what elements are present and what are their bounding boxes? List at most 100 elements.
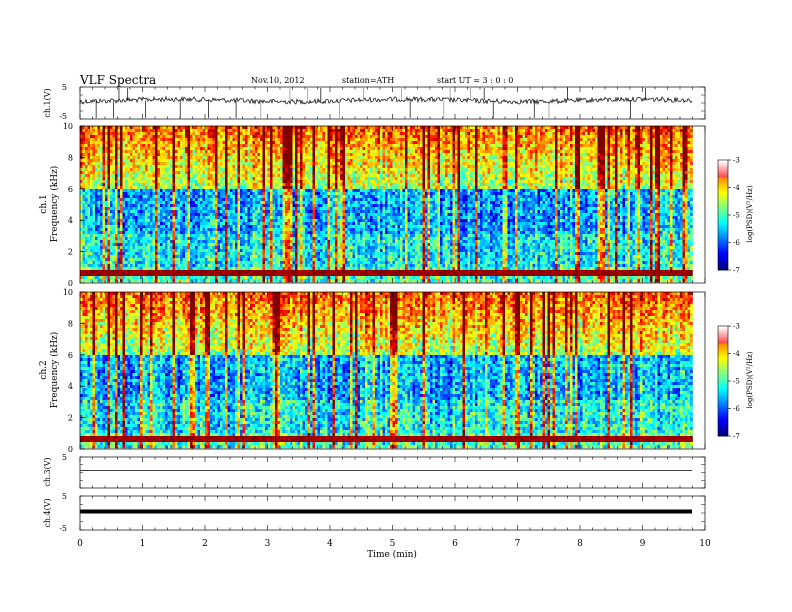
spectrogram-cell: [125, 147, 128, 150]
spectrogram-cell: [90, 192, 93, 195]
spectrogram-cell: [90, 162, 93, 165]
spectrogram-cell: [120, 210, 123, 213]
spectrogram-cell: [128, 204, 131, 207]
spectrogram-cell: [130, 216, 133, 219]
spectrogram-cell: [90, 264, 93, 267]
spectrogram-cell: [128, 201, 131, 204]
spectrogram-cell: [115, 210, 118, 213]
spectrogram-cell: [135, 216, 138, 219]
spectrogram-cell: [103, 210, 106, 213]
spectrogram-cell: [125, 252, 128, 255]
spectrogram-cell: [95, 171, 98, 174]
spectrogram-cell: [113, 264, 116, 267]
spectrogram-cell: [138, 174, 141, 177]
spectrogram-cell: [98, 267, 101, 270]
spectrogram-cell: [93, 126, 96, 129]
spectrogram-cell: [85, 180, 88, 183]
spectrogram-cell: [90, 132, 93, 135]
spectrogram-cell: [113, 159, 116, 162]
spectrogram-cell: [133, 195, 136, 198]
ch1-waveform-ylabel: ch.1(V): [43, 88, 52, 117]
spectrogram-cell: [120, 162, 123, 165]
spectrogram-cell: [98, 243, 101, 246]
spectrogram-cell: [88, 210, 91, 213]
spectrogram-cell: [85, 204, 88, 207]
spectrogram-cell: [125, 138, 128, 141]
spectrogram-cell: [135, 168, 138, 171]
spectrogram-cell: [93, 252, 96, 255]
spectrogram-cell: [93, 141, 96, 144]
spectrogram-cell: [95, 192, 98, 195]
spectrogram-cell: [95, 270, 98, 273]
spectrogram-cell: [133, 237, 136, 240]
spectrogram-cell: [113, 162, 116, 165]
spectrogram-cell: [135, 246, 138, 249]
spectrogram-cell: [125, 246, 128, 249]
spectrogram-cell: [105, 132, 108, 135]
spectrogram-cell: [130, 255, 133, 258]
spectrogram-cell: [130, 261, 133, 264]
spectrogram-cell: [115, 276, 118, 279]
spectrogram-cell: [88, 279, 91, 282]
spectrogram-cell: [98, 225, 101, 228]
spectrogram-cell: [108, 162, 111, 165]
spectrogram-cell: [115, 156, 118, 159]
spectrogram-cell: [80, 147, 83, 150]
spectrogram-cell: [110, 126, 113, 129]
spectrogram-cell: [115, 234, 118, 237]
spectrogram-cell: [135, 171, 138, 174]
spectrogram-cell: [133, 267, 136, 270]
spectrogram-cell: [113, 171, 116, 174]
spectrogram-cell: [80, 240, 83, 243]
spectrogram-cell: [93, 132, 96, 135]
spectrogram-cell: [118, 255, 121, 258]
spectrogram-cell: [110, 195, 113, 198]
spectrogram-cell: [130, 222, 133, 225]
spectrogram-cell: [105, 129, 108, 132]
spectrogram-cell: [113, 126, 116, 129]
spectrogram-cell: [105, 162, 108, 165]
spectrogram-cell: [135, 159, 138, 162]
spectrogram-cell: [103, 252, 106, 255]
spectrogram-cell: [100, 132, 103, 135]
spectrogram-cell: [123, 144, 126, 147]
spectrogram-cell: [103, 273, 106, 276]
spectrogram-cell: [103, 255, 106, 258]
spectrogram-cell: [120, 261, 123, 264]
spectrogram-cell: [108, 249, 111, 252]
spectrogram-cell: [135, 186, 138, 189]
spectrogram-cell: [135, 228, 138, 231]
spectrogram-cell: [118, 264, 121, 267]
spectrogram-cell: [125, 270, 128, 273]
spectrogram-cell: [138, 177, 141, 180]
spectrogram-cell: [85, 246, 88, 249]
spectrogram-cell: [103, 159, 106, 162]
spectrogram-cell: [133, 249, 136, 252]
spectrogram-cell: [105, 171, 108, 174]
spectrogram-cell: [88, 219, 91, 222]
spectrogram-cell: [103, 264, 106, 267]
spectrogram-cell: [115, 240, 118, 243]
spectrogram-cell: [138, 126, 141, 129]
spectrogram-cell: [100, 252, 103, 255]
spectrogram-cell: [98, 138, 101, 141]
spectrogram-cell: [125, 225, 128, 228]
spectrogram-cell: [88, 216, 91, 219]
spectrogram-cell: [128, 264, 131, 267]
spectrogram-cell: [95, 147, 98, 150]
spectrogram-cell: [90, 198, 93, 201]
spectrogram-cell: [130, 180, 133, 183]
spectrogram-cell: [120, 180, 123, 183]
spectrogram-cell: [115, 147, 118, 150]
spectrogram-cell: [85, 144, 88, 147]
spectrogram-cell: [133, 141, 136, 144]
spectrogram-cell: [133, 276, 136, 279]
spectrogram-cell: [130, 234, 133, 237]
spectrogram-cell: [90, 153, 93, 156]
spectrogram-cell: [135, 261, 138, 264]
spectrogram-cell: [125, 135, 128, 138]
spectrogram-cell: [130, 138, 133, 141]
spectrogram-cell: [80, 276, 83, 279]
spectrogram-cell: [105, 165, 108, 168]
spectrogram-cell: [98, 240, 101, 243]
